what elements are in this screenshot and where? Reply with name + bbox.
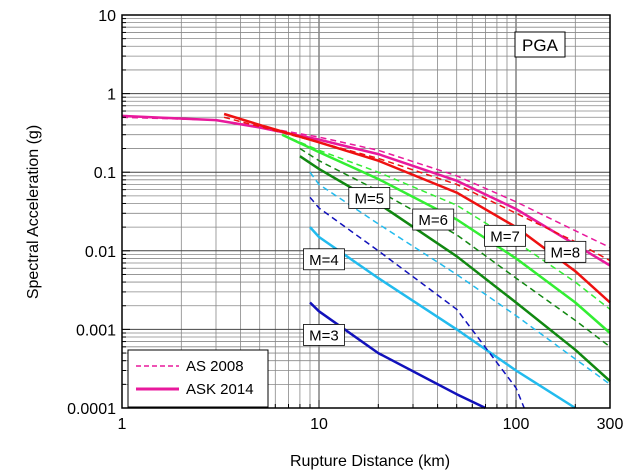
axis-ticks: 1 10 100 300 0.0001 0.001 0.01 0.1 1 10 [67,8,623,433]
y-tick-label: 0.001 [76,322,116,339]
series-ask2014-m6 [281,133,611,334]
y-tick-label: 0.1 [94,165,116,182]
x-tick-label: 100 [503,416,530,433]
magnitude-label-box [303,248,345,271]
series-ask2014-m5 [299,155,611,383]
grid [121,15,611,409]
series-as2008-m3 [309,196,525,409]
series-as2008-m4 [309,171,611,385]
y-tick-label: 1 [107,87,116,104]
series-as2008-m5 [299,147,611,348]
x-axis-label: Rupture Distance (km) [290,453,450,470]
magnitude-label: M=5 [354,190,384,207]
magnitude-label-box [412,208,455,231]
legend-box [127,349,269,408]
magnitude-labels: M=3 M=4 M=5 M=6 M=7 M=8 [303,187,587,346]
series-as2008-m8 [121,116,611,249]
series-ask2014-m7 [223,112,611,304]
magnitude-label-box [348,187,391,209]
y-tick-label: 10 [98,8,116,25]
magnitude-label-box [544,240,587,263]
plot-frame [121,14,611,409]
series-as2008-m6 [281,134,611,310]
series-ask2014-m4 [309,226,576,410]
x-tick-label: 1 [118,416,127,433]
series-group [121,112,611,410]
magnitude-label: M=6 [418,212,448,229]
legend-label-ask2014: ASK 2014 [186,381,254,398]
y-axis-label: Spectral Acceleration (g) [25,125,42,299]
pga-box [514,31,566,58]
series-ask2014-m3 [309,301,487,410]
x-tick-label: 10 [310,416,328,433]
pga-annotation: PGA [514,31,566,58]
legend-label-as2008: AS 2008 [186,358,244,375]
magnitude-label: M=3 [309,327,339,344]
pga-label: PGA [522,36,559,55]
magnitude-label: M=4 [309,252,339,269]
magnitude-label-box [484,224,526,247]
magnitude-label: M=8 [551,244,581,261]
y-tick-label: 0.01 [85,244,116,261]
magnitude-label: M=7 [490,228,520,245]
legend: AS 2008 ASK 2014 [127,349,269,408]
y-tick-label: 0.0001 [67,401,116,418]
x-tick-label: 300 [597,416,624,433]
magnitude-label-box [303,324,345,346]
series-as2008-m7 [223,116,611,262]
